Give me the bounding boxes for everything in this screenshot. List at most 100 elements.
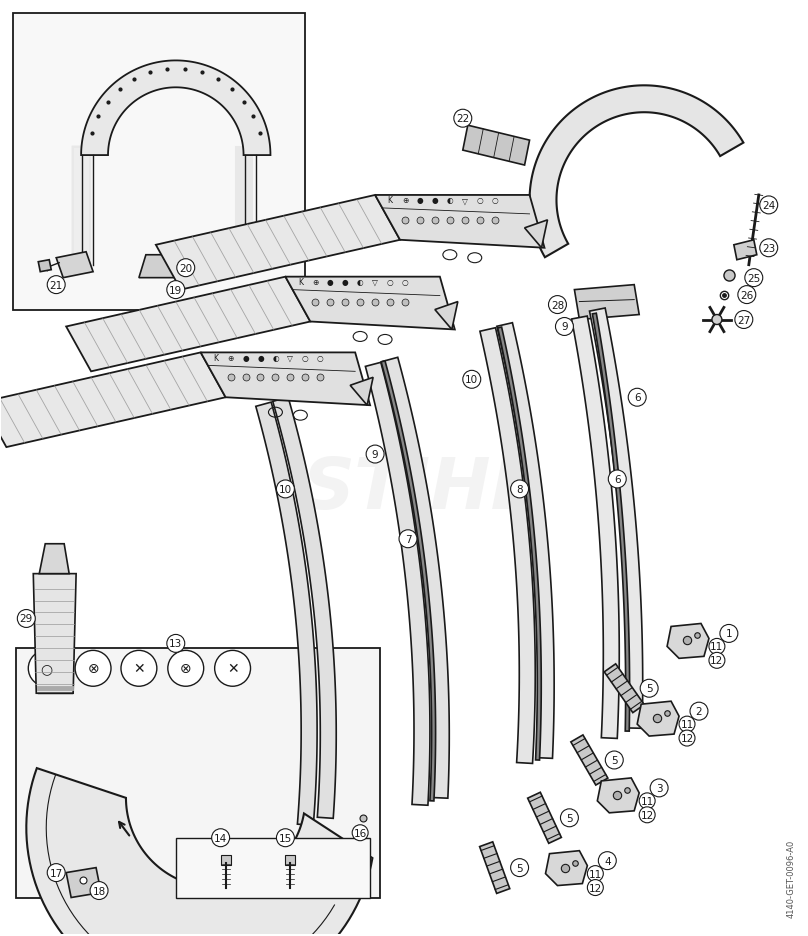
Text: 15: 15 [279,833,292,842]
Text: ●: ● [342,278,348,286]
Text: 12: 12 [710,655,723,665]
Text: ▽: ▽ [372,278,378,286]
Text: 5: 5 [611,755,617,765]
Circle shape [608,471,626,489]
Polygon shape [590,309,642,728]
Text: ▽: ▽ [288,354,293,362]
Circle shape [679,730,695,746]
Text: 1: 1 [726,629,732,638]
Circle shape [75,651,111,686]
Text: 5: 5 [646,683,653,694]
Text: ○: ○ [40,662,53,676]
Text: ⊕: ⊕ [227,354,234,362]
Circle shape [734,311,753,329]
Text: 19: 19 [169,285,183,295]
Text: ◐: ◐ [447,197,453,205]
Text: K: K [388,197,393,205]
Polygon shape [16,649,380,898]
Circle shape [352,825,368,841]
Circle shape [366,446,384,463]
Text: ✕: ✕ [227,662,238,676]
Text: ○: ○ [387,278,393,286]
Polygon shape [200,353,370,406]
Text: 5: 5 [566,813,573,823]
Text: 4140-GET-0096-A0: 4140-GET-0096-A0 [787,840,796,917]
Text: ○: ○ [491,197,498,205]
Text: 11: 11 [710,642,723,651]
Circle shape [712,315,722,325]
Polygon shape [40,544,69,574]
Circle shape [168,651,204,686]
Circle shape [511,858,528,877]
Polygon shape [57,253,93,278]
Text: 29: 29 [19,614,33,623]
Circle shape [745,270,763,287]
Text: 16: 16 [354,827,367,838]
Circle shape [47,864,65,882]
Polygon shape [139,256,230,278]
Text: 6: 6 [614,475,621,485]
Polygon shape [273,398,336,818]
Polygon shape [27,768,372,936]
Text: 5: 5 [516,863,523,872]
Circle shape [738,286,755,304]
Circle shape [709,638,725,654]
Text: 12: 12 [589,883,602,893]
Text: 2: 2 [696,707,702,716]
Text: 13: 13 [169,638,183,649]
Polygon shape [524,221,548,248]
Circle shape [679,716,695,732]
Text: 11: 11 [641,796,654,806]
Circle shape [454,110,472,128]
Polygon shape [592,314,629,731]
Text: ⊗: ⊗ [180,662,191,676]
Polygon shape [156,196,400,290]
Circle shape [690,702,708,721]
Text: 6: 6 [634,393,641,402]
Polygon shape [480,329,535,764]
Polygon shape [14,13,305,310]
Text: ●: ● [242,354,249,362]
Text: 25: 25 [747,273,760,284]
Text: 10: 10 [465,375,478,385]
Polygon shape [66,277,310,372]
Text: 27: 27 [737,315,751,325]
Text: 14: 14 [214,833,227,842]
Circle shape [177,259,195,277]
Polygon shape [734,241,757,260]
Text: 12: 12 [680,733,693,743]
Text: ●: ● [327,278,334,286]
Polygon shape [463,126,529,166]
Polygon shape [571,316,619,739]
Polygon shape [667,623,709,659]
Text: 4: 4 [604,856,611,866]
Polygon shape [574,285,639,320]
Polygon shape [66,868,101,898]
Text: 17: 17 [49,868,63,878]
Circle shape [166,282,185,300]
Circle shape [463,371,481,388]
Circle shape [215,651,250,686]
Text: 11: 11 [680,720,693,729]
Polygon shape [382,358,449,798]
Text: ○: ○ [402,278,408,286]
Polygon shape [528,793,562,843]
Circle shape [511,480,528,498]
Polygon shape [365,363,430,805]
Text: ●: ● [257,354,263,362]
Text: K: K [298,278,303,286]
Polygon shape [597,778,639,813]
Circle shape [629,388,646,407]
Polygon shape [285,277,455,330]
Text: 11: 11 [589,869,602,879]
Text: ⊗: ⊗ [87,662,99,676]
Polygon shape [480,841,510,894]
Polygon shape [0,353,225,447]
Text: ⊕: ⊕ [402,197,408,205]
Circle shape [605,752,623,769]
Polygon shape [38,260,51,272]
Polygon shape [529,86,743,258]
Circle shape [399,530,417,548]
Text: ●: ● [431,197,438,205]
Text: 20: 20 [179,263,192,273]
